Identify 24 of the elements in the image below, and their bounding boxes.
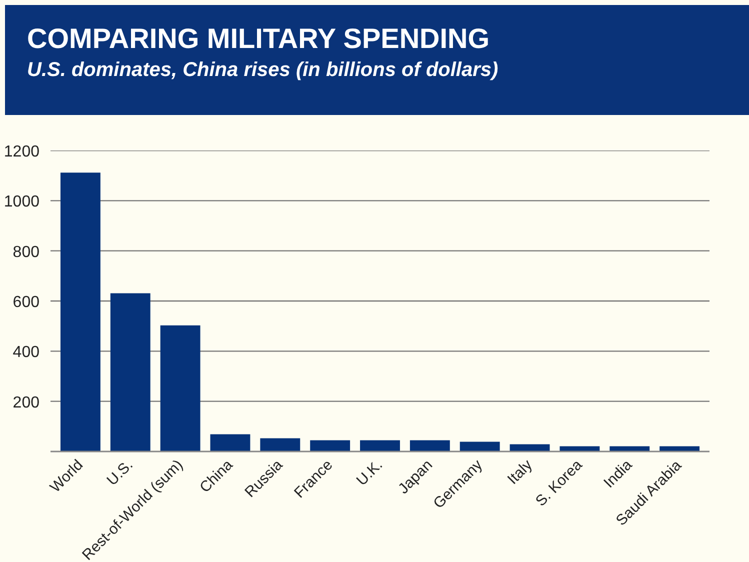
y-tick-label: 1200: [4, 144, 40, 160]
bar: [310, 440, 350, 452]
bar: [560, 446, 600, 452]
chart-title: COMPARING MILITARY SPENDING: [27, 23, 491, 55]
y-tick-label: 400: [12, 344, 40, 362]
bar: [660, 446, 700, 452]
bar: [610, 446, 650, 452]
x-tick-label: Italy: [504, 456, 536, 488]
y-tick-label: 800: [12, 244, 40, 261]
bar: [260, 438, 300, 452]
chart-subtitle: U.S. dominates, China rises (in billions of dollars): [27, 59, 498, 82]
y-tick-label: 1000: [4, 194, 40, 211]
bar: [460, 442, 500, 452]
bar: [410, 440, 450, 452]
x-tick-label: U.S.: [104, 456, 136, 490]
bar: [160, 325, 200, 452]
y-tick-label: 200: [12, 394, 40, 412]
bar: [60, 172, 100, 452]
y-tick-label: 600: [12, 294, 40, 311]
bar: [210, 434, 250, 452]
bar: [110, 293, 150, 452]
bar: [360, 440, 400, 452]
x-tick-label: U.K.: [353, 456, 386, 490]
bar: [510, 444, 550, 452]
